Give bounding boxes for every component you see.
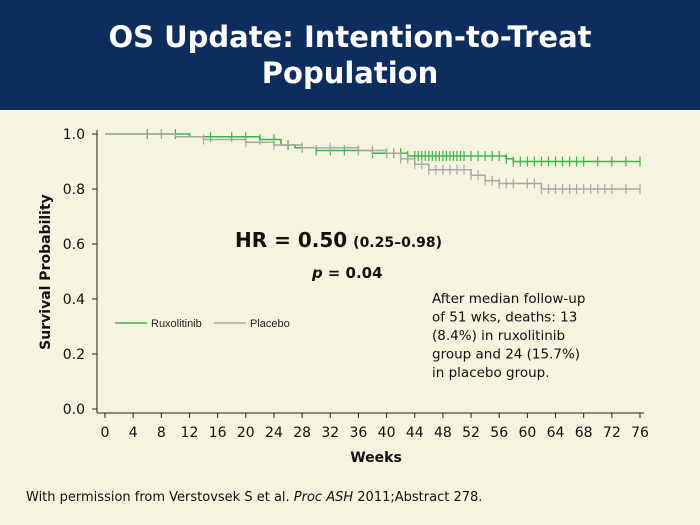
follow-up-note-line: After median follow-up bbox=[432, 291, 585, 307]
follow-up-note-line: group and 24 (15.7%) bbox=[432, 347, 580, 363]
follow-up-note-line: (8.4%) in ruxolitinib bbox=[432, 328, 565, 344]
y-tick-label: 1.0 bbox=[63, 127, 85, 143]
chart-legend: Ruxolitinib Placebo bbox=[115, 318, 290, 330]
x-tick-label: 24 bbox=[265, 425, 283, 441]
x-tick-label: 56 bbox=[490, 425, 508, 441]
follow-up-note-line: of 51 wks, deaths: 13 bbox=[432, 310, 577, 326]
x-axis-title: Weeks bbox=[350, 450, 402, 466]
x-tick-label: 60 bbox=[518, 425, 536, 441]
citation-suffix: 2011;Abstract 278. bbox=[357, 490, 483, 505]
x-tick-label: 76 bbox=[631, 425, 649, 441]
chart-series bbox=[105, 129, 641, 194]
follow-up-note-line: in placebo group. bbox=[432, 365, 550, 381]
x-tick-label: 0 bbox=[101, 425, 110, 441]
x-tick-label: 68 bbox=[575, 425, 593, 441]
x-tick-label: 40 bbox=[378, 425, 396, 441]
x-tick-label: 8 bbox=[157, 425, 166, 441]
x-tick-label: 4 bbox=[129, 425, 138, 441]
y-axis-title: Survival Probability bbox=[38, 194, 54, 350]
hazard-ratio-value: HR = 0.50 bbox=[235, 228, 347, 252]
y-tick-label: 0.2 bbox=[63, 347, 85, 363]
hazard-ratio-ci: (0.25–0.98) bbox=[353, 235, 442, 251]
x-tick-label: 32 bbox=[321, 425, 339, 441]
legend-label-ruxolitinib: Ruxolitinib bbox=[151, 318, 202, 330]
x-tick-label: 20 bbox=[237, 425, 255, 441]
y-tick-label: 0.4 bbox=[63, 292, 85, 308]
chart-annotations: HR = 0.50 (0.25–0.98) p = 0.04 After median … bbox=[235, 228, 585, 381]
survival-chart: 0.00.20.40.60.81.00 4 8 12 16 20 24 28 32 36 40 44 4… bbox=[38, 127, 649, 466]
x-tick-label: 52 bbox=[462, 425, 480, 441]
x-tick-label: 16 bbox=[209, 425, 227, 441]
y-tick-label: 0.8 bbox=[63, 182, 85, 198]
x-tick-label: 36 bbox=[350, 425, 368, 441]
citation-prefix: With permission from Verstovsek S et al. bbox=[26, 490, 290, 505]
citation-journal: Proc ASH bbox=[293, 490, 354, 505]
x-tick-label: 64 bbox=[547, 425, 565, 441]
x-tick-label: 48 bbox=[434, 425, 452, 441]
y-tick-label: 0.6 bbox=[63, 237, 85, 253]
x-tick-label: 72 bbox=[603, 425, 621, 441]
slide-title: OS Update: Intention-to-Treat Population bbox=[108, 20, 592, 90]
y-tick-label: 0.0 bbox=[63, 402, 85, 418]
x-tick-label: 12 bbox=[181, 425, 199, 441]
x-tick-label: 28 bbox=[293, 425, 311, 441]
legend-label-placebo: Placebo bbox=[250, 318, 290, 330]
p-value-symbol: p bbox=[311, 264, 323, 282]
hazard-ratio: HR = 0.50 (0.25–0.98) bbox=[235, 228, 442, 252]
slide-header: OS Update: Intention-to-Treat Population bbox=[0, 0, 700, 110]
x-tick-label: 44 bbox=[406, 425, 424, 441]
p-value: p = 0.04 bbox=[311, 264, 383, 282]
p-value-number: = 0.04 bbox=[328, 264, 383, 282]
citation-footer: With permission from Verstovsek S et al.… bbox=[26, 490, 482, 505]
chart-axes: 0.00.20.40.60.81.00 4 8 12 16 20 24 28 32 36 40 44 4… bbox=[38, 127, 649, 466]
